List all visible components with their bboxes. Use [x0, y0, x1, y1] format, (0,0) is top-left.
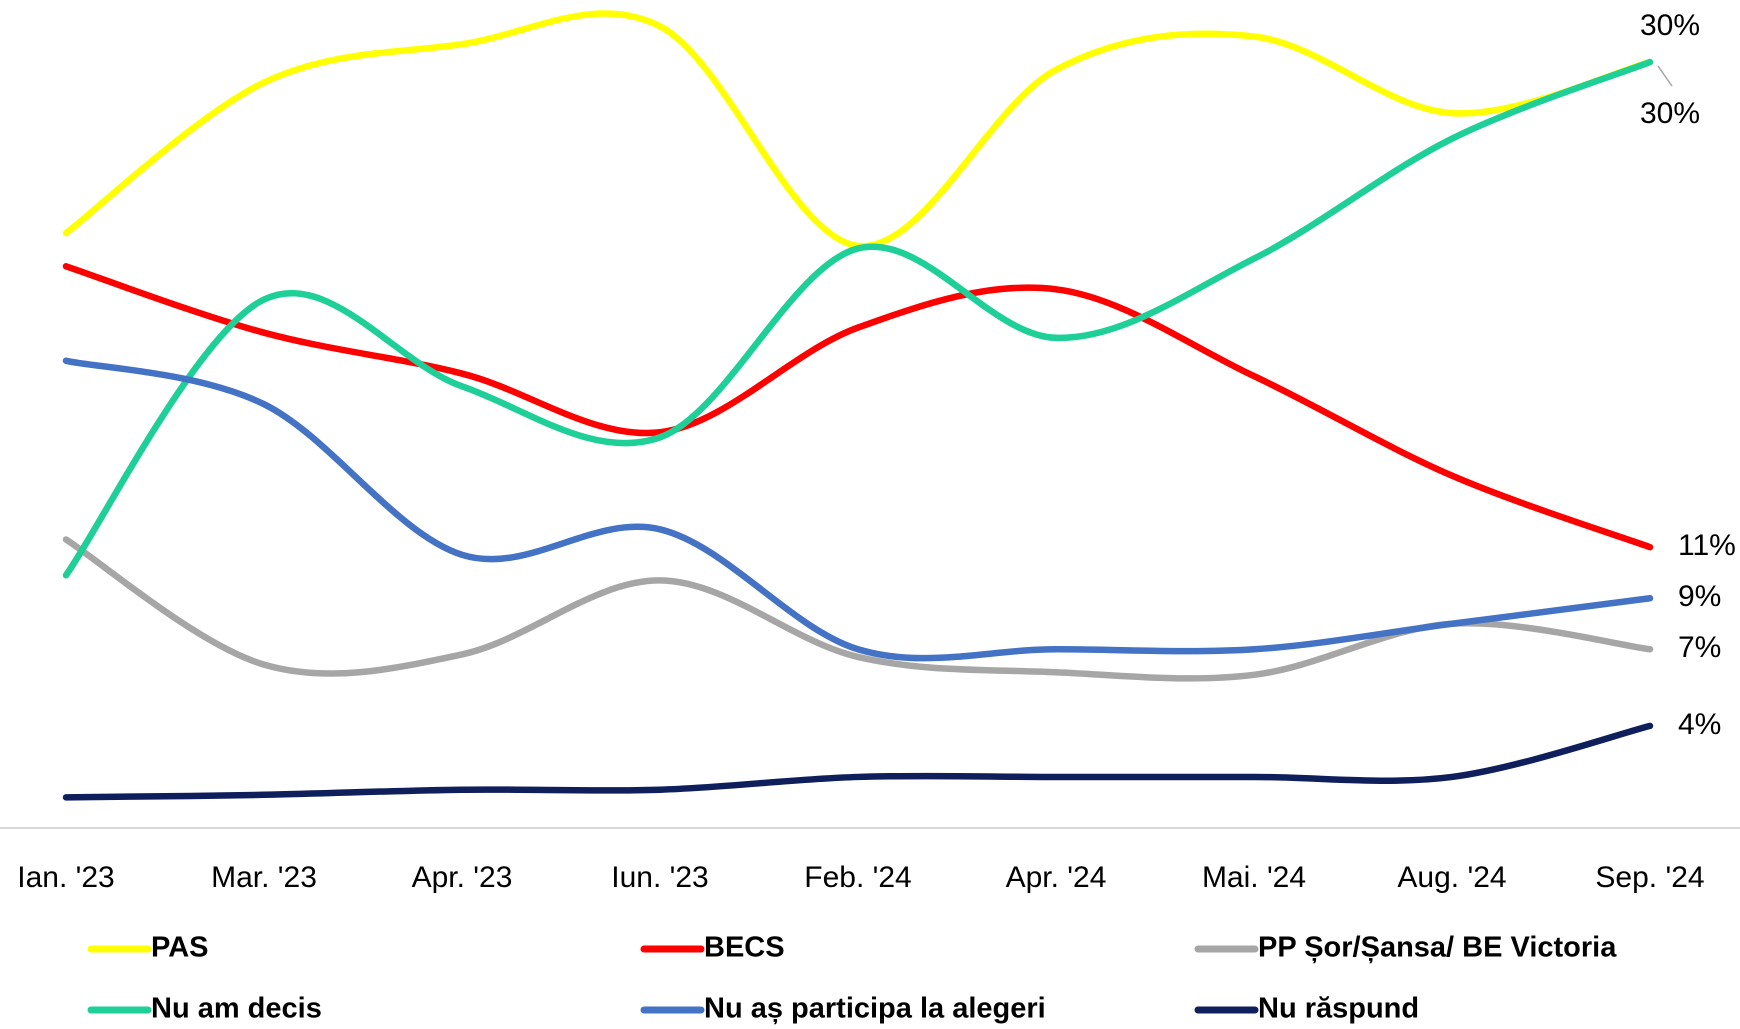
x-tick-label: Apr. '23 — [412, 861, 513, 894]
series-line — [62, 722, 1654, 801]
legend-label: BECS — [704, 932, 785, 964]
series-line — [62, 357, 1654, 662]
data-label: 7% — [1678, 631, 1721, 664]
data-label: 11% — [1678, 529, 1736, 562]
x-tick-label: Apr. '24 — [1006, 861, 1107, 894]
x-tick-label: Aug. '24 — [1397, 861, 1506, 894]
legend-label: Nu am decis — [151, 993, 322, 1025]
x-tick-label: Ian. '23 — [17, 861, 114, 894]
x-tick-label: Iun. '23 — [611, 861, 708, 894]
legend-label: Nu aș participa la alegeri — [704, 993, 1046, 1025]
series-line — [62, 10, 1654, 250]
data-label: 9% — [1678, 580, 1721, 613]
legend-label: PP Șor/Șansa/ BE Victoria — [1258, 932, 1617, 964]
series-line — [62, 263, 1654, 551]
series-line — [62, 58, 1654, 579]
data-label: 4% — [1678, 708, 1721, 741]
series-line — [62, 536, 1654, 682]
data-label: 30% — [1640, 9, 1700, 42]
legend-label: PAS — [151, 932, 208, 964]
x-tick-label: Feb. '24 — [804, 861, 911, 894]
leader-line — [1657, 65, 1673, 87]
x-tick-label: Sep. '24 — [1595, 861, 1704, 894]
x-tick-label: Mar. '23 — [211, 861, 317, 894]
legend-label: Nu răspund — [1258, 993, 1419, 1025]
x-tick-label: Mai. '24 — [1202, 861, 1306, 894]
data-label: 30% — [1640, 97, 1700, 130]
